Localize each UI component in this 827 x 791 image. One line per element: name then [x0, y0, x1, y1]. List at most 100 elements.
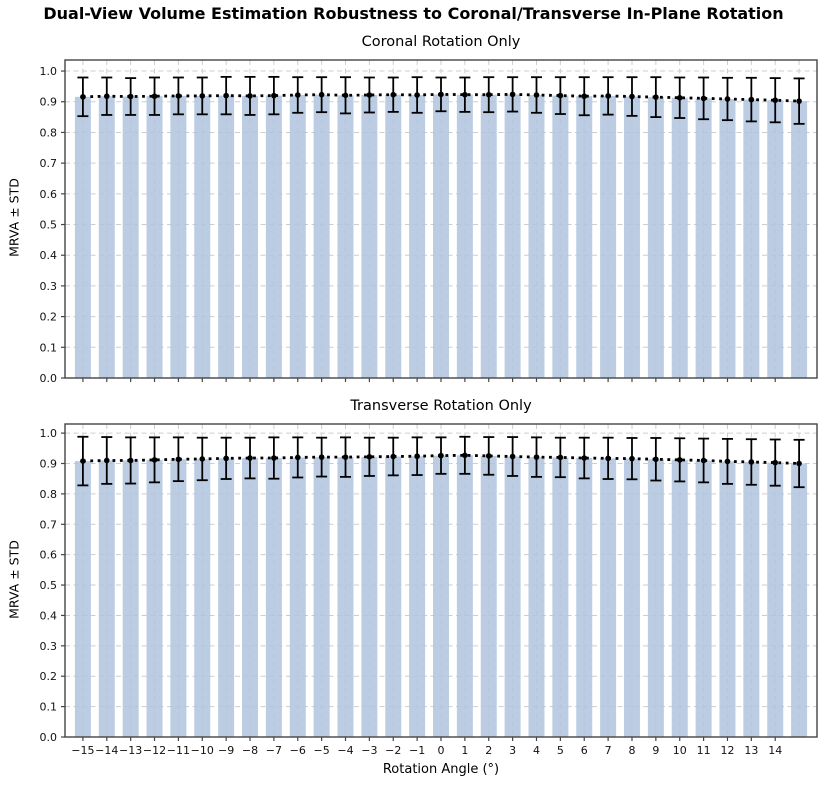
x-tick-label: −9 [218, 744, 234, 757]
data-point-marker [629, 93, 635, 100]
y-tick-label: 0.7 [40, 518, 58, 531]
data-point-marker [581, 455, 588, 461]
bar [409, 94, 426, 378]
y-tick-label: 0.2 [40, 311, 58, 324]
data-point-marker [557, 92, 564, 99]
x-tick-label: −7 [266, 744, 282, 757]
data-point-marker [605, 93, 611, 99]
bar [480, 94, 497, 378]
data-point-marker [509, 91, 516, 98]
data-point-marker [414, 92, 420, 98]
data-point-marker [629, 455, 635, 462]
bar [623, 458, 640, 737]
x-tick-label: −8 [242, 744, 258, 757]
bar [719, 98, 736, 379]
markers [80, 91, 802, 104]
data-point-marker [796, 460, 802, 467]
data-point-marker [342, 454, 349, 460]
bar [289, 94, 306, 378]
x-axis-ticks [82, 378, 776, 382]
bar [504, 456, 521, 737]
bar [337, 457, 354, 737]
data-point-marker [462, 452, 468, 459]
y-tick-label: 0.9 [40, 458, 58, 471]
bar [242, 458, 259, 737]
y-tick-label: 0.4 [40, 609, 58, 622]
x-tick-label: 3 [509, 744, 516, 757]
data-point-marker [151, 457, 158, 463]
data-point-marker [294, 454, 301, 461]
y-tick-label: 0.3 [40, 280, 58, 293]
bar [719, 461, 736, 737]
bar [695, 98, 712, 379]
figure-title: Dual-View Volume Estimation Robustness t… [43, 4, 784, 23]
data-point-marker [724, 96, 731, 102]
bar [743, 99, 760, 378]
data-point-marker [724, 458, 731, 465]
data-point-marker [271, 455, 277, 461]
y-tick-label: 0.2 [40, 670, 58, 683]
x-tick-label: −5 [314, 744, 330, 757]
x-tick-label: 0 [438, 744, 445, 757]
data-point-marker [294, 92, 301, 98]
bars [74, 94, 808, 379]
y-tick-label: 0.0 [40, 372, 58, 385]
data-point-marker [175, 93, 182, 99]
data-point-marker [80, 94, 86, 100]
bar [600, 458, 617, 737]
bar [218, 95, 235, 379]
bar [218, 458, 235, 737]
bar [791, 101, 808, 378]
data-point-marker [485, 453, 492, 459]
data-point-marker [247, 455, 253, 461]
y-tick-label: 0.1 [40, 341, 58, 354]
bar [480, 455, 497, 737]
x-tick-label: −3 [361, 744, 377, 757]
data-point-marker [223, 455, 229, 462]
x-tick-label: 9 [652, 744, 659, 757]
subplot2-title: Transverse Rotation Only [350, 398, 532, 414]
data-point-marker [127, 93, 134, 100]
y-tick-label: 0.5 [40, 219, 58, 232]
y-tick-label: 0.9 [40, 96, 58, 109]
bars [74, 455, 808, 737]
data-point-marker [271, 92, 277, 99]
bar [265, 95, 282, 379]
bar [361, 94, 378, 378]
data-point-marker [103, 457, 110, 464]
transverse-rotation-chart: 0.00.10.20.30.40.50.60.70.80.91.0−15 −14−… [40, 423, 818, 757]
x-tick-label: 13 [744, 744, 758, 757]
bar [194, 458, 211, 737]
y-tick-label: 0.6 [40, 188, 58, 201]
data-point-marker [462, 91, 468, 98]
bar [265, 458, 282, 737]
data-point-marker [318, 454, 325, 460]
bar [98, 460, 115, 737]
bar [791, 463, 808, 737]
bar [671, 97, 688, 378]
data-point-marker [390, 453, 397, 460]
bar [576, 458, 593, 737]
x-tick-label: 5 [557, 744, 564, 757]
data-point-marker [366, 92, 373, 98]
bar [552, 95, 569, 379]
bar [361, 456, 378, 737]
bar [456, 455, 473, 737]
data-point-marker [175, 456, 182, 463]
x-tick-label: 8 [628, 744, 635, 757]
data-point-marker [748, 96, 755, 103]
x-axis-label: Rotation Angle (°) [382, 762, 500, 777]
data-point-marker [653, 94, 659, 100]
markers [80, 452, 802, 467]
data-point-marker [151, 93, 158, 100]
bar [313, 457, 330, 737]
data-point-marker [438, 91, 444, 98]
y-tick-label: 0.1 [40, 701, 58, 714]
data-point-marker [700, 457, 707, 464]
data-point-marker [342, 92, 349, 99]
data-point-marker [247, 93, 253, 99]
x-tick-label: 14 [768, 744, 782, 757]
data-point-marker [676, 94, 683, 101]
subplot1-title: Coronal Rotation Only [361, 34, 521, 50]
data-point-marker [748, 459, 755, 465]
